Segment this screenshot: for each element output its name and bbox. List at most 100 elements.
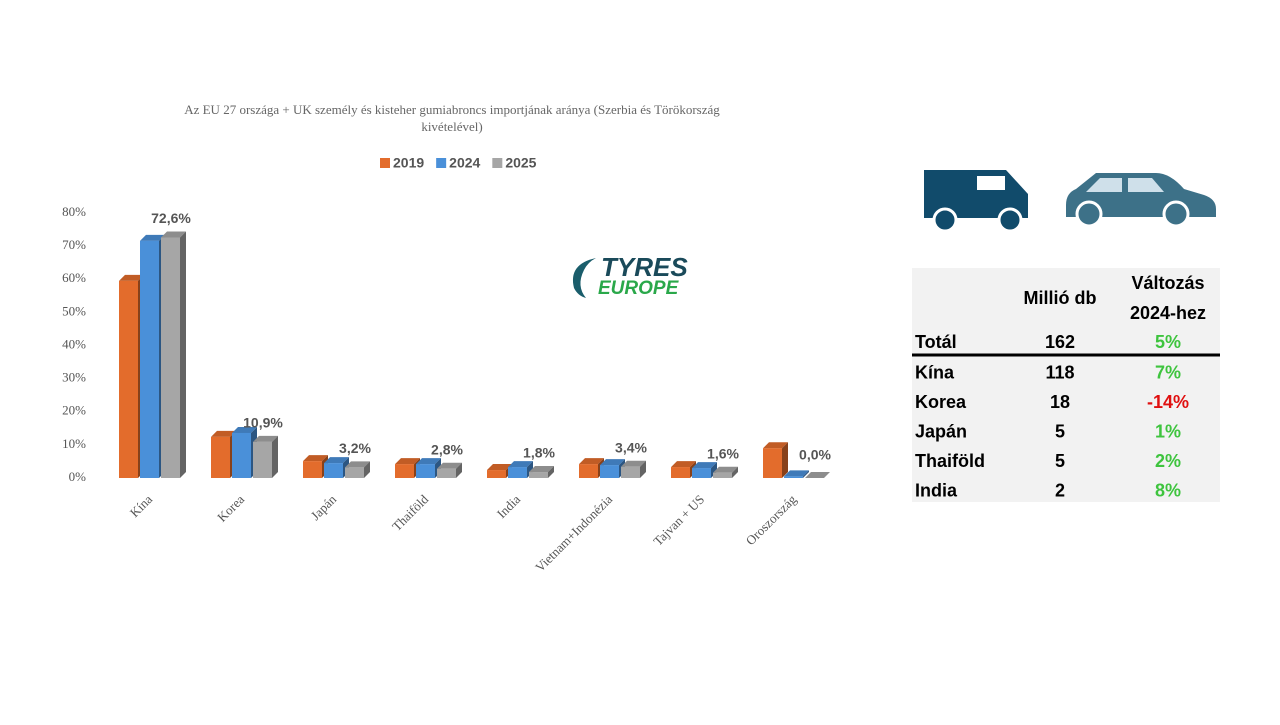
value-label: 2,8%: [431, 441, 463, 457]
table-cell: 118: [1045, 362, 1074, 382]
legend-swatch: [436, 158, 447, 168]
table-cell: 7%: [1155, 362, 1181, 382]
x-tick-label: Thaiföld: [389, 491, 432, 534]
value-label: 0,0%: [799, 447, 831, 463]
value-label: 10,9%: [243, 415, 283, 431]
bar-side: [364, 461, 370, 478]
bar: [763, 448, 782, 478]
bar-top: [487, 464, 512, 471]
bar: [324, 463, 343, 478]
bar-side: [527, 461, 533, 478]
bar: [140, 240, 159, 478]
y-tick-label: 60%: [62, 270, 86, 285]
bar-top: [345, 461, 370, 468]
bar-side: [456, 462, 462, 478]
bar-top: [692, 462, 717, 469]
bar: [508, 467, 527, 478]
bar-top: [784, 470, 809, 477]
legend-label: 2024: [449, 155, 480, 171]
table-cell: 5%: [1155, 332, 1181, 352]
y-tick-label: 20%: [62, 403, 86, 418]
bar-side: [782, 442, 788, 478]
x-tick-label: Vietnam+Indonézia: [532, 491, 615, 574]
y-tick-label: 0%: [69, 469, 87, 484]
value-label: 1,8%: [523, 445, 555, 461]
bar: [395, 464, 414, 478]
table-cell: 5: [1055, 451, 1065, 471]
bar: [621, 466, 640, 478]
bar-side: [803, 470, 809, 478]
bar-top: [119, 274, 144, 281]
bar: [529, 472, 548, 478]
bar-top: [713, 466, 738, 473]
value-label: 72,6%: [151, 210, 191, 226]
table-header: Millió db: [1024, 288, 1097, 308]
bar: [253, 441, 272, 478]
car-icon: [1066, 173, 1216, 228]
table-cell: 2: [1055, 480, 1065, 500]
table-cell: India: [915, 480, 958, 500]
logo-line2: EUROPE: [598, 278, 680, 299]
x-tick-label: Kína: [127, 491, 156, 520]
x-tick-label: Japán: [308, 491, 340, 523]
x-tick-label: Tajvan + US: [650, 492, 707, 549]
bar-top: [579, 458, 604, 465]
table-cell: 8%: [1155, 480, 1181, 500]
table-cell: Kína: [915, 362, 955, 382]
bar-top: [621, 460, 646, 467]
table-bg: [912, 268, 1220, 502]
bar-top: [253, 435, 278, 442]
y-tick-label: 30%: [62, 370, 86, 385]
table-cell: Totál: [915, 332, 957, 352]
bar: [416, 464, 435, 478]
chart-title: Az EU 27 országa + UK személy és kistehe…: [184, 102, 720, 134]
bar-top: [324, 457, 349, 464]
legend-label: 2019: [393, 155, 424, 171]
bar: [345, 467, 364, 478]
y-tick-label: 50%: [62, 303, 86, 318]
bar: [600, 465, 619, 478]
table-header: Változás: [1131, 273, 1204, 293]
bar-side: [180, 231, 186, 478]
bar-top: [529, 466, 554, 473]
bar-top: [416, 458, 441, 465]
bar-side: [548, 466, 554, 478]
x-tick-label: Korea: [214, 491, 247, 524]
value-label: 3,2%: [339, 440, 371, 456]
logo-line1: TYRES: [601, 252, 688, 282]
bar-top: [211, 430, 236, 437]
bar-side: [711, 462, 717, 478]
bar-side: [640, 460, 646, 478]
y-tick-label: 40%: [62, 336, 86, 351]
bar: [784, 476, 803, 478]
bar: [232, 432, 251, 478]
bar: [119, 280, 138, 478]
bar-top: [140, 234, 165, 241]
value-label: 3,4%: [615, 439, 647, 455]
bar: [211, 436, 230, 478]
y-tick-label: 70%: [62, 237, 86, 252]
table-cell: Thaiföld: [915, 451, 985, 471]
table-header: 2024-hez: [1130, 303, 1206, 323]
table-cell: -14%: [1147, 392, 1189, 412]
table-cell: 1%: [1155, 421, 1181, 441]
logo: TYRES EUROPE: [572, 252, 688, 299]
legend-swatch: [380, 158, 390, 168]
bar-top: [161, 231, 186, 238]
bar: [713, 472, 732, 478]
bar-top: [232, 426, 257, 433]
bar: [671, 467, 690, 478]
bar-top: [303, 455, 328, 462]
bar: [161, 237, 180, 478]
table-cell: Korea: [915, 392, 967, 412]
bar-top: [600, 459, 625, 466]
bar-top: [671, 461, 696, 468]
table-cell: Japán: [915, 421, 967, 441]
y-tick-label: 10%: [62, 436, 86, 451]
bar-side: [272, 435, 278, 478]
value-label: 1,6%: [707, 445, 739, 461]
x-tick-label: India: [494, 491, 524, 521]
van-icon: [924, 170, 1034, 233]
